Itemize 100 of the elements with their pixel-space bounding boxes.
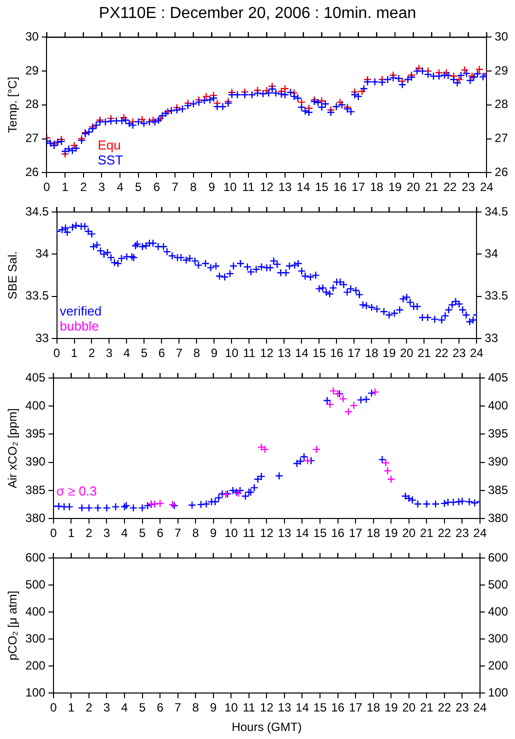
x-tick-label: 23 bbox=[456, 700, 470, 715]
point bbox=[431, 500, 440, 508]
x-tick-label: 2 bbox=[88, 346, 96, 360]
x-tick-label: 10 bbox=[224, 526, 238, 540]
x-tick-label: 15 bbox=[312, 346, 326, 360]
y-tick-label: 600 bbox=[25, 550, 46, 564]
y2-tick-label: 400 bbox=[488, 604, 508, 618]
x-tick-label: 21 bbox=[424, 180, 439, 194]
point bbox=[150, 500, 159, 508]
text: σ ≥ 0.3 bbox=[56, 484, 97, 499]
x-tick-label: 13 bbox=[278, 180, 292, 194]
chart-title: PX110E : December 20, 2006 : 10min. mean bbox=[98, 5, 416, 22]
series-label: SST bbox=[98, 152, 124, 168]
y2-tick-label: 380 bbox=[488, 510, 508, 525]
x-tick-label: 16 bbox=[331, 700, 345, 715]
x-tick-label: 3 bbox=[106, 346, 113, 360]
point bbox=[422, 500, 431, 508]
x-tick-label: 19 bbox=[388, 180, 402, 194]
x-tick-label: 22 bbox=[438, 700, 452, 715]
x-tick-label: 7 bbox=[172, 180, 179, 194]
y-tick-label: 395 bbox=[25, 426, 46, 441]
y2-tick-label: 33.5 bbox=[484, 288, 508, 303]
point bbox=[454, 498, 463, 506]
point bbox=[414, 64, 423, 72]
x-tick-label: 23 bbox=[456, 526, 470, 540]
x-tick-label: 14 bbox=[296, 526, 310, 540]
x-tick-label: 10 bbox=[225, 346, 239, 360]
point bbox=[196, 500, 206, 509]
point bbox=[336, 98, 344, 106]
point bbox=[378, 455, 386, 464]
point bbox=[70, 141, 78, 150]
x-axis-title: Hours (GMT) bbox=[232, 720, 302, 734]
point bbox=[312, 445, 321, 454]
x-tick-label: 15 bbox=[315, 180, 329, 194]
x-tick-label: 0 bbox=[50, 526, 58, 540]
x-tick-label: 6 bbox=[153, 180, 160, 194]
point bbox=[129, 504, 138, 512]
point bbox=[318, 96, 326, 105]
point bbox=[244, 488, 254, 496]
x-tick-label: 2 bbox=[80, 180, 88, 194]
y2-tick-label: 405 bbox=[488, 370, 508, 384]
point bbox=[94, 504, 102, 512]
point bbox=[188, 501, 196, 510]
y2-tick-label: 300 bbox=[488, 631, 508, 646]
x-tick-label: 12 bbox=[260, 700, 274, 715]
point bbox=[371, 388, 380, 396]
y-tick-label: 28 bbox=[25, 97, 40, 112]
y2-tick-label: 29 bbox=[494, 63, 508, 78]
y-tick-label: 390 bbox=[25, 454, 46, 469]
point bbox=[112, 502, 120, 511]
x-tick-label: 19 bbox=[382, 346, 396, 360]
y-tick-label: 29 bbox=[25, 63, 40, 78]
x-tick-label: 13 bbox=[278, 700, 292, 715]
x-tick-label: 5 bbox=[138, 700, 146, 715]
x-tick-label: 8 bbox=[193, 346, 200, 360]
y-tick-label: 405 bbox=[25, 370, 46, 384]
x-tick-label: 20 bbox=[406, 180, 420, 194]
x-tick-label: 0 bbox=[50, 700, 58, 715]
y2-tick-label: 34 bbox=[484, 246, 498, 261]
x-tick-label: 1 bbox=[62, 180, 69, 194]
point bbox=[262, 86, 271, 95]
y2-tick-label: 200 bbox=[488, 658, 508, 672]
point bbox=[257, 443, 266, 452]
x-tick-label: 24 bbox=[473, 700, 487, 715]
x-tick-label: 0 bbox=[53, 346, 60, 360]
point bbox=[84, 504, 94, 512]
x-tick-label: 15 bbox=[313, 526, 328, 540]
x-tick-label: 16 bbox=[333, 180, 348, 194]
x-tick-label: 11 bbox=[242, 180, 255, 194]
y-tick-label: 200 bbox=[25, 658, 46, 672]
x-tick-label: 22 bbox=[438, 526, 452, 540]
point bbox=[326, 400, 334, 409]
y-tick-label: 26 bbox=[25, 164, 40, 179]
x-tick-label: 9 bbox=[208, 180, 216, 194]
x-tick-label: 4 bbox=[116, 180, 124, 194]
x-tick-label: 13 bbox=[278, 526, 292, 540]
point bbox=[383, 466, 392, 475]
x-tick-label: 19 bbox=[384, 526, 398, 540]
point bbox=[211, 498, 220, 506]
y-tick-label: 34 bbox=[35, 246, 50, 261]
y2-tick-label: 600 bbox=[488, 550, 508, 564]
x-tick-label: 17 bbox=[352, 180, 366, 194]
point bbox=[218, 490, 226, 498]
x-tick-label: 17 bbox=[348, 526, 363, 540]
point bbox=[404, 494, 413, 502]
x-tick-label: 17 bbox=[347, 346, 362, 360]
point bbox=[202, 500, 210, 508]
x-tick-label: 11 bbox=[242, 346, 256, 360]
x-tick-label: 6 bbox=[156, 700, 164, 715]
x-tick-label: 7 bbox=[174, 526, 182, 540]
x-tick-label: 5 bbox=[140, 346, 148, 360]
x-tick-label: 8 bbox=[192, 700, 200, 715]
point bbox=[65, 502, 74, 511]
x-tick-label: 18 bbox=[366, 700, 380, 715]
x-tick-label: 12 bbox=[260, 180, 274, 194]
x-tick-label: 4 bbox=[123, 346, 130, 360]
x-tick-label: 3 bbox=[103, 700, 110, 715]
x-tick-label: 10 bbox=[223, 180, 238, 194]
point bbox=[297, 98, 306, 106]
point bbox=[367, 389, 376, 398]
